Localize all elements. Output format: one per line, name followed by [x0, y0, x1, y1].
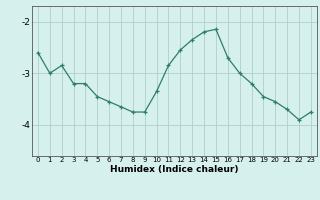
X-axis label: Humidex (Indice chaleur): Humidex (Indice chaleur) — [110, 165, 239, 174]
